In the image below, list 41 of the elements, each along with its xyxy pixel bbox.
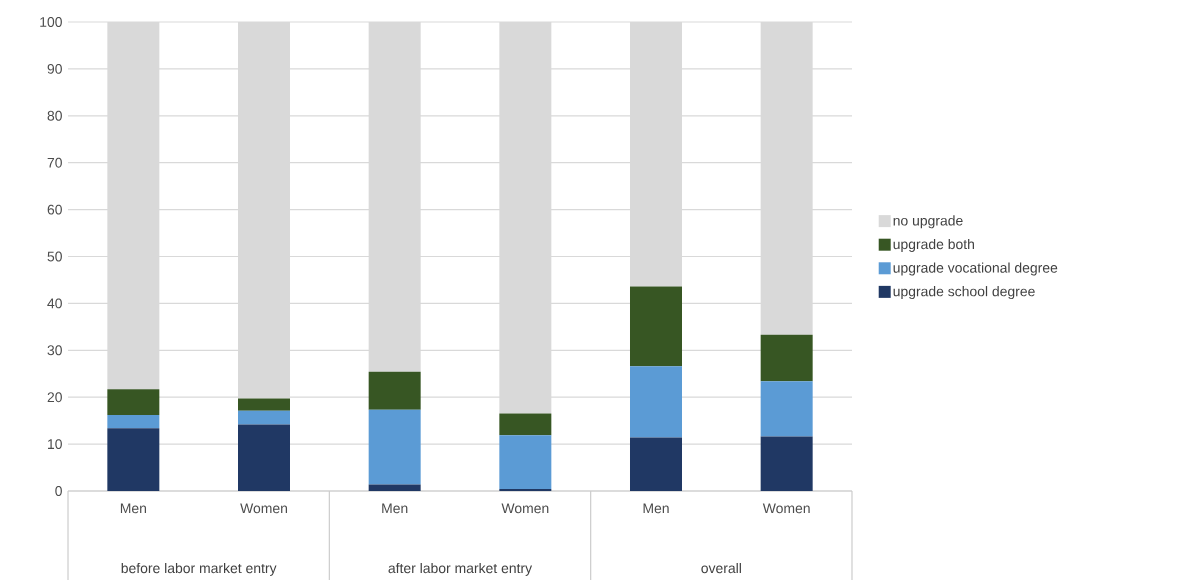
bar	[238, 398, 290, 411]
legend-label: no upgrade	[893, 215, 963, 229]
y-tick-label: 70	[47, 157, 62, 168]
legend-label: upgrade vocational degree	[893, 262, 1058, 276]
bar	[107, 415, 160, 429]
y-tick-label: 60	[47, 204, 62, 215]
bar	[368, 410, 421, 485]
y-tick-label: 100	[40, 17, 62, 28]
bar	[630, 286, 682, 367]
y-tick-label: 40	[47, 298, 62, 309]
y-tick-label: 50	[47, 251, 62, 262]
bar	[760, 335, 813, 382]
y-tick-label: 0	[55, 486, 62, 497]
bar	[368, 484, 421, 492]
text: after labor market entry	[388, 563, 533, 577]
x-tick-label: Men	[382, 503, 408, 514]
text: overall	[701, 563, 741, 574]
y-tick-label: 80	[47, 111, 62, 121]
x-tick-label: Men	[643, 503, 669, 514]
bar	[760, 381, 813, 437]
bar	[760, 436, 813, 492]
x-tick-label: Men	[120, 503, 146, 514]
y-tick-label: 90	[47, 64, 62, 75]
bar	[499, 413, 552, 436]
y-tick-label: 10	[48, 439, 62, 450]
bar	[107, 428, 160, 492]
y-tick-label: 30	[47, 345, 62, 356]
legend-label: upgrade both	[893, 239, 974, 253]
x-tick-label: Women	[501, 503, 549, 514]
text: before labor market entry	[121, 563, 277, 577]
bar	[499, 435, 552, 490]
x-tick-label: Women	[762, 503, 810, 514]
legend-label: upgrade school degree	[893, 286, 1035, 300]
bar	[630, 437, 682, 492]
bar	[238, 411, 290, 425]
y-tick-label: 20	[47, 392, 62, 403]
bar	[107, 389, 160, 416]
bar	[630, 366, 682, 438]
bar	[368, 372, 421, 411]
bar	[238, 424, 290, 492]
x-tick-label: Women	[240, 503, 288, 514]
